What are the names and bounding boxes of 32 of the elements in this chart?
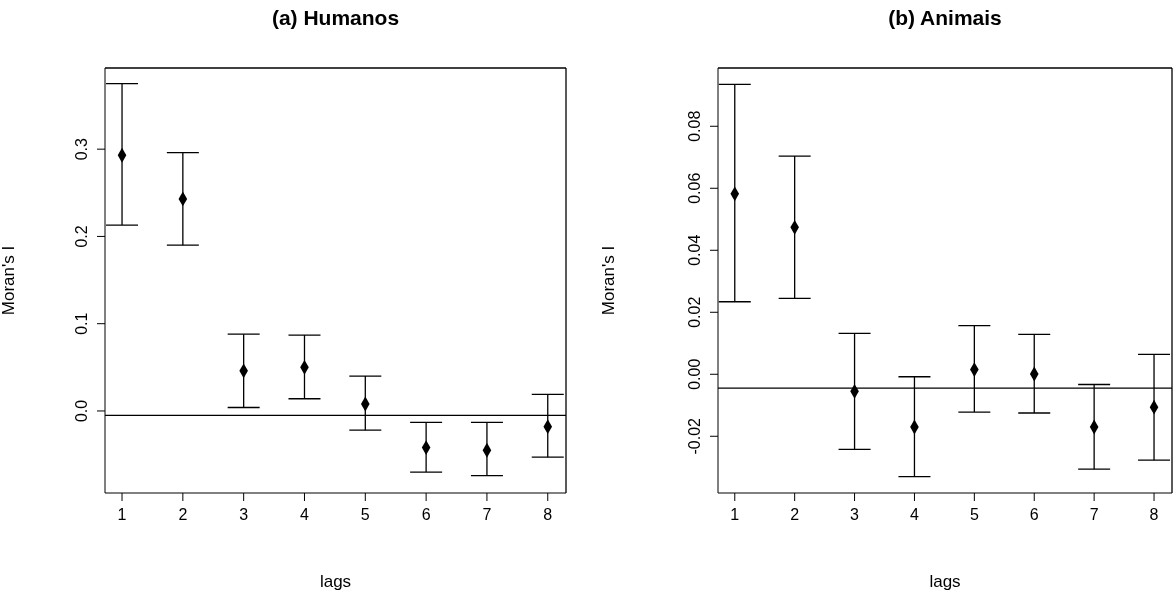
y-tick-label: 0.06 (686, 172, 703, 204)
x-axis-title: lags (319, 572, 352, 591)
y-tick-label: 0.00 (686, 358, 703, 390)
x-axis-title: lags (929, 572, 961, 591)
x-tick-label: 8 (1149, 506, 1159, 524)
x-tick-label: 5 (969, 506, 979, 524)
y-tick-label: 0.1 (73, 312, 90, 335)
x-tick-label: 1 (117, 506, 127, 524)
y-tick-label: 0.0 (73, 399, 90, 423)
y-tick-label: 0.04 (686, 234, 703, 266)
y-tick-label: 0.3 (73, 137, 90, 161)
chart-title: (a) Humanos (270, 6, 401, 30)
x-tick-label: 6 (1029, 506, 1039, 524)
y-axis-title: Moran's I (599, 245, 619, 316)
x-tick-label: 7 (1089, 506, 1099, 524)
x-tick-label: 3 (850, 506, 860, 524)
x-tick-label: 4 (300, 506, 310, 524)
x-tick-label: 2 (790, 506, 800, 524)
y-axis-title: Moran's I (0, 245, 19, 316)
x-tick-label: 2 (178, 506, 188, 524)
x-tick-label: 7 (482, 506, 492, 524)
chart-title: (b) Animais (887, 6, 1003, 30)
x-tick-label: 1 (730, 506, 740, 524)
y-tick-label: 0.02 (686, 296, 703, 328)
y-tick-label: -0.02 (686, 417, 703, 455)
y-tick-label: 0.2 (73, 225, 90, 248)
x-tick-label: 5 (360, 506, 370, 524)
x-tick-label: 6 (421, 506, 431, 524)
x-tick-label: 3 (239, 506, 249, 524)
x-tick-label: 4 (910, 506, 919, 524)
x-tick-label: 8 (543, 506, 553, 524)
y-tick-label: 0.08 (686, 110, 703, 142)
